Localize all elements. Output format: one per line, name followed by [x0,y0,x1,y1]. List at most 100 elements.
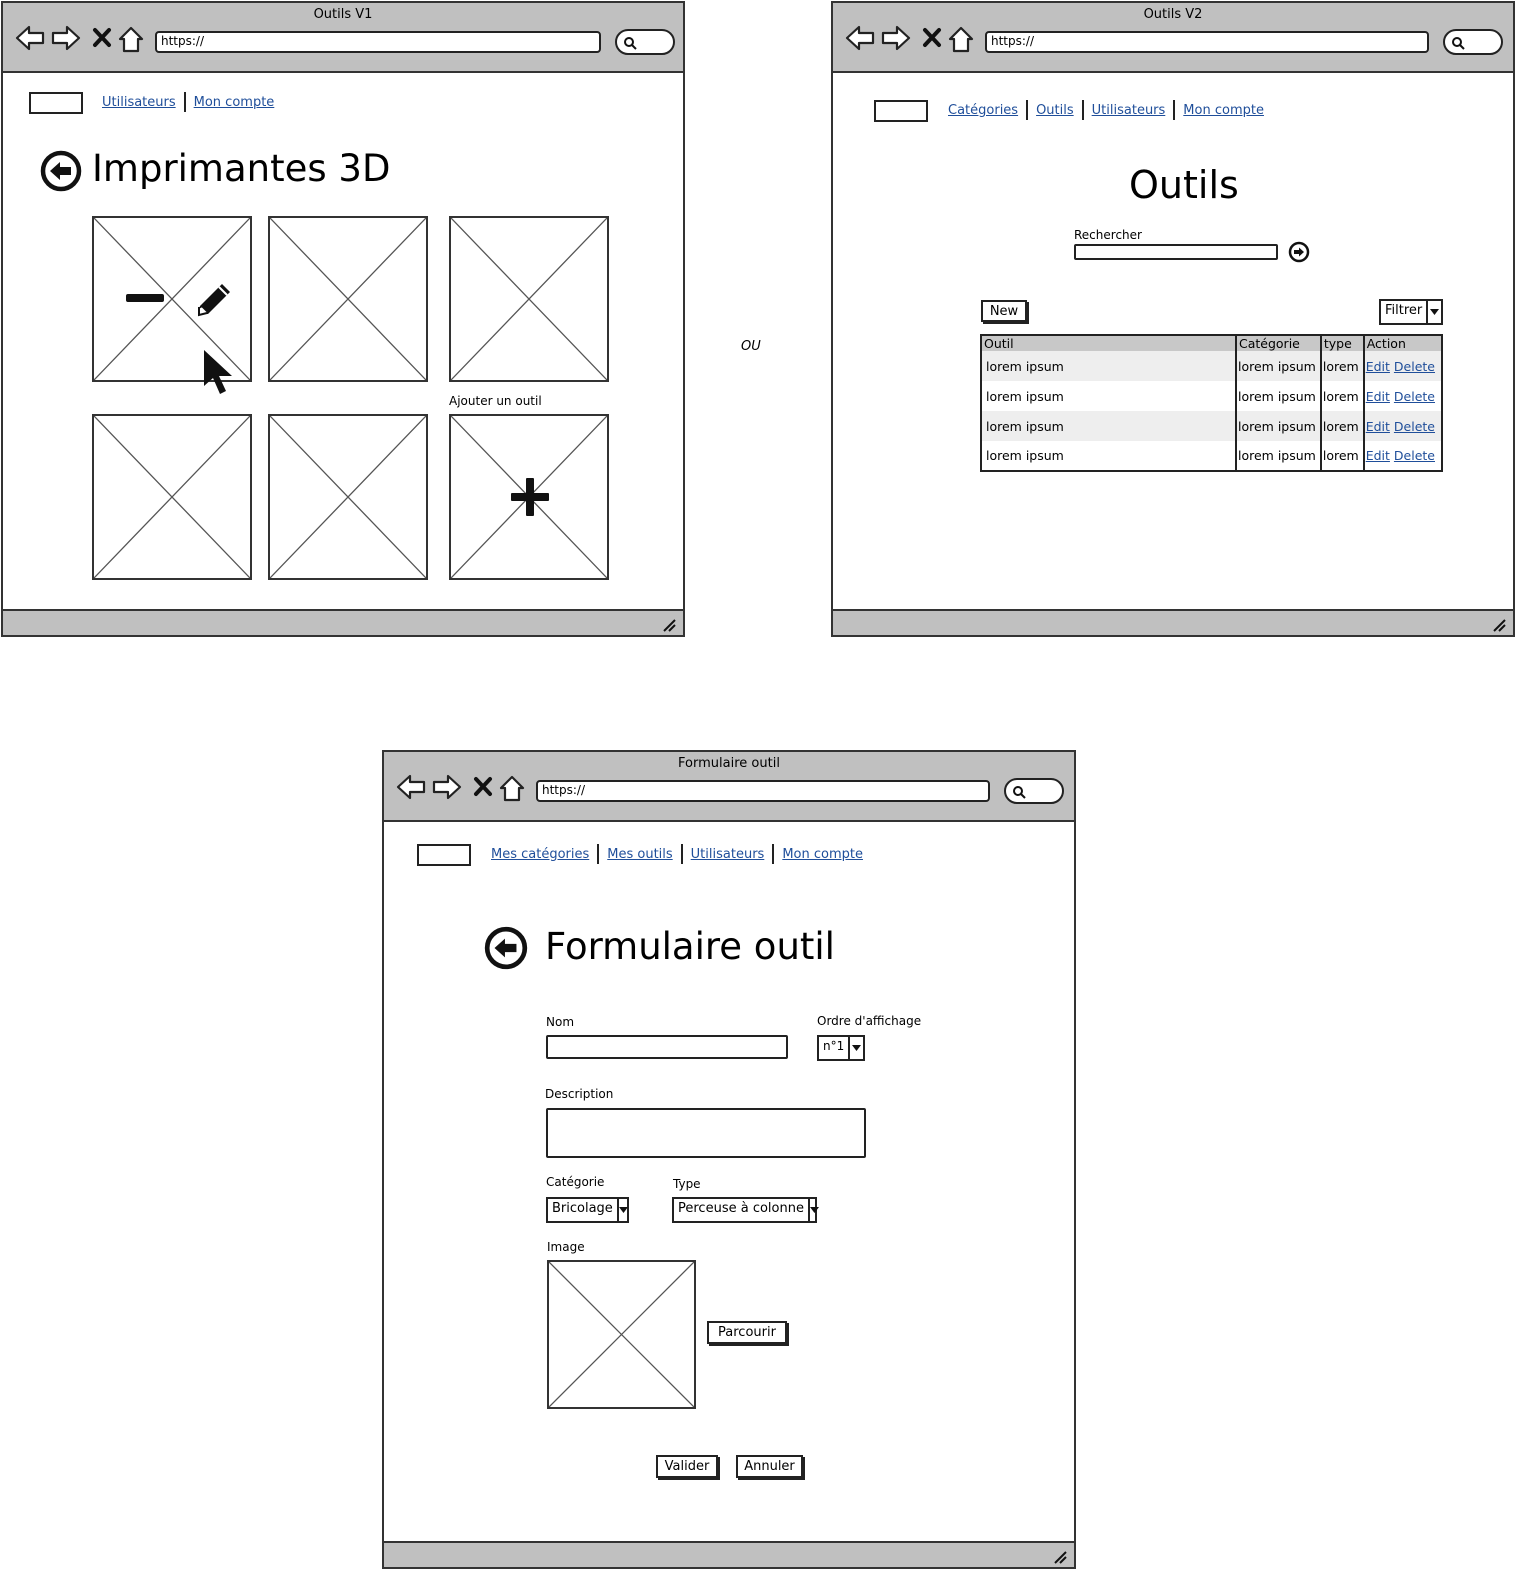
minus-icon[interactable] [126,292,166,304]
nav-link-mes-outils[interactable]: Mes outils [607,846,673,862]
logo-placeholder[interactable] [417,844,471,866]
nav-link-categories[interactable]: Catégories [948,102,1019,118]
url-bar[interactable]: https:// [155,31,601,53]
image-placeholder-icon [94,416,250,578]
table-header-outil: Outil [981,335,1237,351]
edit-link[interactable]: Edit [1365,418,1390,434]
nav-link-mon-compte[interactable]: Mon compte [193,94,275,110]
browser-nav-icons [15,25,144,53]
tool-tile[interactable] [92,216,252,394]
cell-type: lorem [1320,351,1365,381]
url-bar[interactable]: https:// [536,780,990,802]
cell-type: lorem [1320,411,1365,441]
stop-icon [474,777,492,796]
tool-tile[interactable] [268,414,428,580]
browser-search-box[interactable] [1443,29,1503,55]
arrow-right-circle-icon[interactable] [1288,241,1310,263]
edit-link[interactable]: Edit [1365,388,1390,404]
tool-tile[interactable] [449,216,609,382]
back-arrow-circle-icon[interactable] [483,925,529,971]
back-icon [845,25,875,51]
resize-grip-icon[interactable] [1052,1549,1068,1565]
resize-grip-icon[interactable] [661,617,677,633]
cancel-button[interactable]: Annuler [736,1455,803,1478]
search-icon [624,37,637,50]
table-header-categorie: Catégorie [1236,335,1322,351]
cell-categorie: lorem ipsum [1236,381,1322,411]
page-title: Imprimantes 3D [92,147,391,190]
type-label: Type [673,1177,701,1191]
back-icon [396,774,426,800]
table-row: lorem ipsum lorem ipsum lorem Edit Delet… [981,381,1442,411]
nav-link-utilisateurs[interactable]: Utilisateurs [1091,102,1166,118]
window-title: Outils V1 [313,7,373,22]
nav-link-outils[interactable]: Outils [1036,102,1074,118]
edit-link[interactable]: Edit [1365,448,1390,463]
image-preview [547,1260,696,1409]
nav-link-utilisateurs[interactable]: Utilisateurs [102,94,176,110]
window-outils-v2: Outils V2 https:// Catégories Outils Uti… [831,1,1515,637]
ordre-affichage-value: n°1 [823,1039,845,1053]
filter-dropdown[interactable]: Filtrer [1379,299,1443,325]
forward-icon [432,774,462,800]
nav-link-mon-compte[interactable]: Mon compte [782,846,863,862]
submit-button[interactable]: Valider [656,1455,718,1478]
resize-grip-icon[interactable] [1491,617,1507,633]
cell-action: Edit Delete [1363,351,1442,381]
delete-link[interactable]: Delete [1393,358,1435,374]
nom-label: Nom [546,1015,575,1029]
type-select[interactable]: Perceuse à colonne [672,1197,819,1223]
search-icon [1452,37,1465,50]
pencil-icon[interactable] [190,278,236,324]
categorie-select[interactable]: Bricolage [546,1197,629,1223]
image-placeholder-icon [94,218,250,380]
url-bar[interactable]: https:// [985,31,1429,53]
cell-action: Edit Delete [1364,441,1442,471]
browse-button[interactable]: Parcourir [707,1321,787,1344]
categorie-label: Catégorie [546,1175,605,1189]
plus-icon[interactable] [510,477,550,517]
home-icon [948,26,974,53]
tool-tile[interactable] [268,216,428,382]
status-bar [833,609,1513,635]
logo-placeholder[interactable] [29,92,83,114]
cell-type: lorem [1320,441,1365,471]
edit-link[interactable]: Edit [1365,358,1390,374]
add-tool-label: Ajouter un outil [449,394,542,408]
back-arrow-circle-icon[interactable] [39,149,83,193]
forward-icon [51,25,81,51]
browser-search-box[interactable] [615,29,675,55]
nom-input[interactable] [546,1035,788,1059]
search-input[interactable] [1074,244,1278,260]
delete-link[interactable]: Delete [1393,448,1435,463]
table-header-type: type [1320,335,1365,351]
nav-separator [772,844,775,864]
delete-link[interactable]: Delete [1393,388,1435,404]
chevron-down-icon [1430,309,1440,315]
browser-search-box[interactable] [1004,778,1064,804]
delete-link[interactable]: Delete [1393,418,1435,434]
back-icon [15,25,45,51]
nav-separator [1081,100,1084,120]
page-title: Formulaire outil [545,925,835,968]
top-nav: Mes catégories Mes outils Utilisateurs M… [491,844,863,864]
status-bar [3,609,683,635]
cell-categorie: lorem ipsum [1236,441,1322,471]
table-row: lorem ipsum lorem ipsum lorem Edit Delet… [981,411,1442,441]
chevron-down-icon [618,1207,628,1213]
ordre-affichage-label: Ordre d'affichage [817,1014,922,1028]
logo-placeholder[interactable] [874,100,928,122]
nav-link-utilisateurs[interactable]: Utilisateurs [690,846,765,862]
new-button[interactable]: New [981,300,1027,322]
forward-icon [881,25,911,51]
description-textarea[interactable] [546,1108,866,1158]
image-label: Image [547,1240,585,1254]
add-tool-tile[interactable] [449,414,609,580]
image-placeholder-icon [270,416,426,578]
search-icon [1013,786,1026,799]
ordre-affichage-select[interactable]: n°1 [817,1035,865,1061]
nav-link-mon-compte[interactable]: Mon compte [1183,102,1264,118]
tool-tile[interactable] [92,414,252,580]
status-bar [384,1541,1074,1567]
nav-link-mes-categories[interactable]: Mes catégories [491,846,590,862]
